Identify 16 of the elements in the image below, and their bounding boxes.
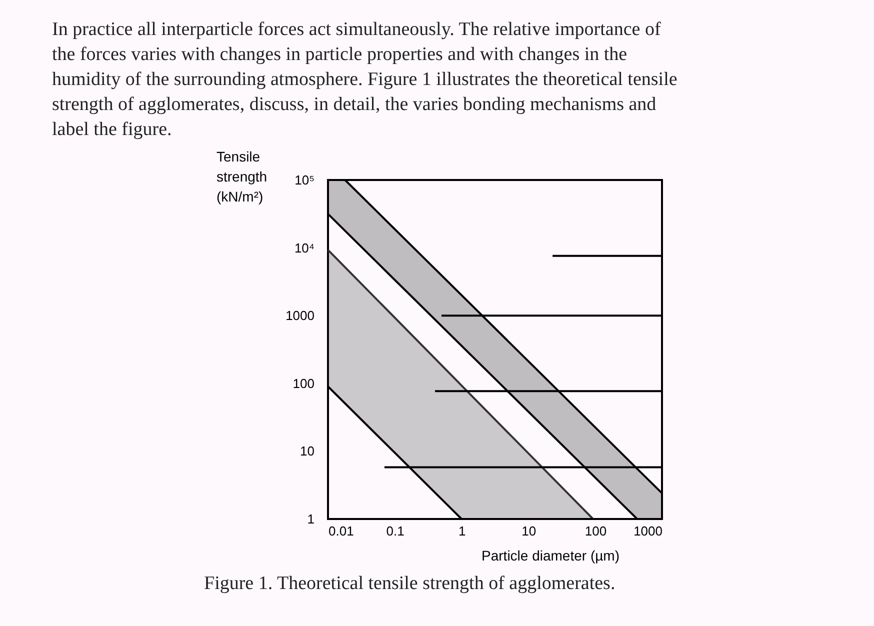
x-tick-label: 1: [458, 524, 466, 538]
x-tick-label: 0.01: [328, 524, 354, 538]
x-tick-label: 10: [522, 524, 536, 538]
y-tick-label: 10⁴: [294, 240, 314, 256]
y-tick-label: 100: [292, 376, 314, 391]
y-tick-label: 10⁵: [294, 172, 314, 188]
text: In practice all interparticle forces act simultaneously. The relative importance of the forces varies with changes in particle properties and with changes in the humidity of the surrounding atmosphere. Figure 1 illustrates the theoretical tensile strength of agglomerates, discuss, in detail, the varies bonding mechanisms and label the figure.: [52, 19, 678, 140]
y-tick-label: 1: [307, 512, 314, 526]
caption: Figure 1. Theoretical tensile strength of agglomerates.: [204, 573, 616, 594]
y-tick-label: 10: [300, 444, 314, 459]
x-axis-title: Particle diameter (µm): [482, 548, 620, 564]
x-tick-label: 1000: [634, 524, 662, 538]
y-tick-label: 1000: [286, 308, 314, 324]
x-tick-label: 0.1: [386, 524, 404, 538]
x-tick-label: 100: [584, 524, 607, 538]
y-axis-title: Tensile strength (kN/m²): [216, 148, 268, 204]
